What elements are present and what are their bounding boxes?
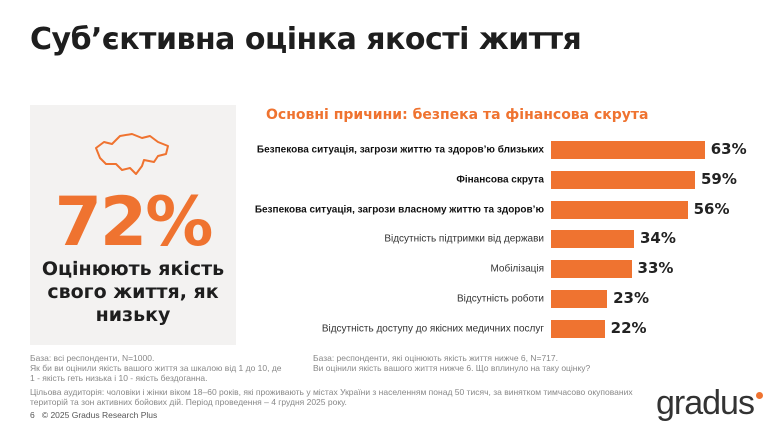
bar <box>551 200 688 219</box>
bar-label: Відсутність підтримки від держави <box>384 233 544 245</box>
bar-label: Мобілізація <box>490 263 544 275</box>
bar-row: Безпекова ситуація, загрози власному жит… <box>250 200 770 220</box>
gradus-logo: gradus <box>656 384 763 423</box>
percent-value: 72% <box>54 183 214 262</box>
bar-value: 56% <box>693 199 730 218</box>
ukraine-map-icon <box>95 133 169 175</box>
bar <box>551 170 695 189</box>
bar-value: 63% <box>710 140 747 158</box>
bar-value: 34% <box>639 229 676 248</box>
bar-value: 22% <box>610 318 647 337</box>
bar-label: Відсутність роботи <box>457 293 544 305</box>
bar-label: Безпекова ситуація, загрози життю та здо… <box>256 144 544 156</box>
bar-row: Безпекова ситуація, загрози життю та здо… <box>250 140 770 160</box>
bar-label: Безпекова ситуація, загрози власному жит… <box>254 204 544 216</box>
bar-row: Мобілізація 33% <box>250 259 770 279</box>
bar-label: Відсутність доступу до якісних медичних … <box>321 323 544 335</box>
page-number: 6 <box>30 410 35 420</box>
bar-value: 33% <box>637 259 674 278</box>
note-right: База: респонденти, які оцінюють якість ж… <box>313 353 591 373</box>
bar <box>551 230 634 249</box>
bar <box>551 290 608 308</box>
panel-text: Оцінюють якість свого життя, як низьку <box>41 258 225 326</box>
page-title: Суб’єктивна оцінка якості життя <box>30 22 582 57</box>
copyright: © 2025 Gradus Research Plus <box>41 410 158 420</box>
bar-row: Відсутність доступу до якісних медичних … <box>250 319 770 339</box>
bar <box>551 260 632 279</box>
footer-line: 6 © 2025 Gradus Research Plus <box>30 410 157 420</box>
bar-row: Відсутність підтримки від держави 34% <box>250 229 770 249</box>
bar-value: 59% <box>700 169 737 188</box>
bar <box>551 141 705 159</box>
note-audience: Цільова аудиторія: чоловіки і жінки віко… <box>30 387 633 407</box>
bar-value: 23% <box>613 289 650 307</box>
bar-row: Фінансова скрута 59% <box>250 170 770 190</box>
bar-row: Відсутність роботи 23% <box>250 289 770 309</box>
bar-label: Фінансова скрута <box>456 174 544 186</box>
summary-panel: 72% Оцінюють якість свого життя, як низь… <box>30 105 236 345</box>
chart-title: Основні причини: безпека та фінансова ск… <box>266 107 649 123</box>
bar <box>551 319 605 338</box>
note-left: База: всі респонденти, N=1000. Як би ви … <box>30 353 282 383</box>
